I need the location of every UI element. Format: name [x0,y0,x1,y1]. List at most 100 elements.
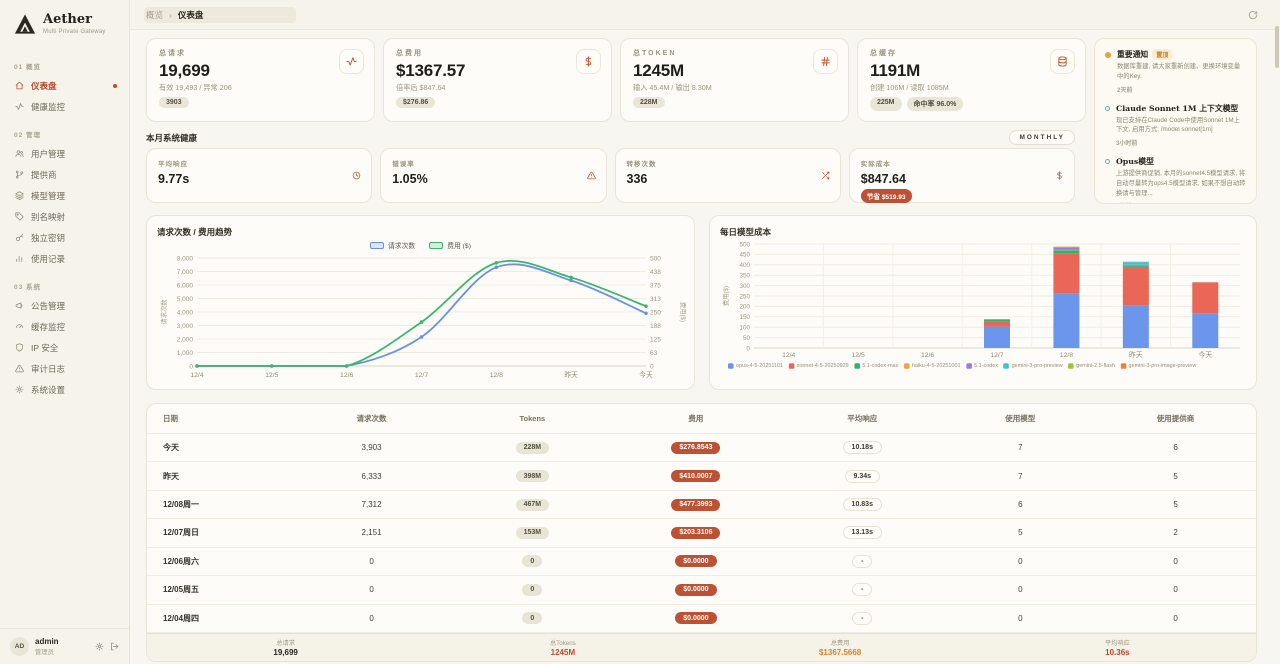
gear-icon[interactable] [95,642,104,651]
legend-item-5.1-codex-max[interactable]: 5.1-codex-max [854,362,899,369]
sidebar-item-alias-mapping[interactable]: 别名映射 [10,206,119,227]
sidebar-item-label: 系统设置 [31,384,66,395]
svg-text:12/8: 12/8 [490,372,503,379]
sidebar-item-label: 健康监控 [31,101,66,112]
monthly-period-badge[interactable]: MONTHLY [1009,130,1075,145]
sidebar-item-system-settings[interactable]: 系统设置 [10,379,119,400]
breadcrumb: 概览 › 仪表盘 [146,9,203,21]
cell-date: 12/04周四 [163,613,200,623]
legend-label: gemini-3-pro-preview [1011,362,1063,369]
sidebar-item-health-monitor[interactable]: 健康监控 [10,96,119,117]
notification-item-1[interactable]: Claude Sonnet 1M 上下文模型 现已支持在Claude Code中使… [1105,103,1246,147]
sidebar-item-label: 别名映射 [31,211,66,222]
stat-card-icon-box [1050,49,1075,74]
table-row-1: 昨天 6,333 398M $410.0007 9.34s 7 5 [147,462,1256,491]
activity-icon [346,57,357,66]
stat-badge: 3903 [159,97,189,108]
svg-text:200: 200 [739,304,750,311]
refresh-icon[interactable] [1248,10,1258,20]
legend-item-requests[interactable]: 请求次数 [370,240,415,250]
stat-card-total-requests: 总请求 19,699 有效 19,493 / 异常 206 3903 [146,38,375,122]
home-icon [15,82,24,90]
legend-item-gemini-3-pro-image-preview[interactable]: gemini-3-pro-image-preview [1120,362,1196,369]
stat-card-subtext: 倍率后 $847.64 [396,83,446,92]
sidebar-item-cache-monitor[interactable]: 缓存监控 [10,316,119,337]
sidebar-item-standalone-keys[interactable]: 独立密钥 [10,227,119,248]
sidebar-section-label: 03 系统 [14,284,42,292]
legend-marker [429,241,444,249]
cell-cost: $0.0000 [613,583,779,596]
table-row-4: 12/06周六 0 0 $0.0000 - 0 0 [147,548,1256,577]
table-footer: 总请求 19,699 总Tokens 1245M 总费用 $1367.5668 平均响应 10… [147,632,1256,661]
tokens-badge: 153M [515,526,550,539]
sidebar-item-model-management[interactable]: 模型管理 [10,185,119,206]
cell-requests: 0 [369,613,374,623]
brand-subtitle: Multi Private Gateway [43,29,106,36]
svg-text:0: 0 [650,363,654,370]
legend-label: 5.1-codex-max [862,362,899,369]
scrollbar-thumb[interactable] [1275,26,1279,68]
legend-item-5.1-codex[interactable]: 5.1-codex [966,362,998,369]
legend-item-gemini-2.5-flash[interactable]: gemini-2.5-flash [1068,362,1115,369]
sidebar-section-label: 02 管理 [14,132,42,140]
cell-requests: 7,312 [361,500,382,510]
cost-badge: $276.8543 [671,441,721,454]
avatar: AD [10,637,29,656]
alert-icon [15,365,24,373]
cell-date: 12/05周五 [163,585,200,595]
tokens-badge: 0 [522,612,543,625]
svg-text:450: 450 [739,252,750,259]
cost-badge: $0.0000 [675,612,717,625]
stat-card-label: 总缓存 [870,50,897,57]
sidebar: Aether Multi Private Gateway 01 概览 仪表盘 健康监… [0,0,130,664]
cell-requests: 6,333 [361,471,382,481]
legend-item-opus-4-5-20251101[interactable]: opus-4-5-20251101 [728,362,783,369]
sidebar-section-label: 01 概览 [14,64,42,72]
footer-label: 总请求 [276,639,295,647]
svg-text:150: 150 [739,314,750,321]
legend-item-gemini-3-pro-preview[interactable]: gemini-3-pro-preview [1003,362,1063,369]
legend-item-cost[interactable]: 费用 ($) [429,240,471,250]
cell-cost: $0.0000 [613,555,779,568]
table-footer-col-1: 总Tokens 1245M [424,638,701,657]
cell-providers: 0 [1173,613,1178,623]
cost-badge: $477.3993 [671,498,721,511]
sidebar-item-ip-security[interactable]: IP 安全 [10,337,119,358]
gauge-icon [16,324,23,329]
notification-item-2[interactable]: Opus模型 上游提供商促销, 本月的sonnet4.5模型请求, 将自动尽量转为… [1105,156,1246,203]
cell-avg-response: - [779,611,945,625]
table-row-6: 12/04周四 0 0 $0.0000 - 0 0 [147,605,1256,633]
cell-date: 12/06周六 [163,556,200,566]
notification-item-0[interactable]: 重要通知 置顶 数据库重建, 请大家重新创建、更换环境变量中的Key. 2天前 [1105,49,1246,94]
health-card-icon [352,171,361,180]
svg-text:今天: 今天 [639,370,653,379]
header: 概览 › 仪表盘 [130,0,1280,30]
svg-text:50: 50 [743,335,751,342]
legend-marker [1003,362,1010,369]
stat-card-subtext: 输入 45.4M / 输出 8.30M [633,83,712,92]
breadcrumb-parent[interactable]: 概览 [146,9,164,20]
sidebar-item-user-management[interactable]: 用户管理 [10,143,119,164]
sidebar-item-usage-records[interactable]: 使用记录 [10,248,119,269]
legend-item-sonnet-4-5-20250929[interactable]: sonnet-4-5-20250929 [788,362,849,369]
avg-response-badge: 9.34s [844,469,881,483]
cost-badge: $0.0000 [675,583,717,596]
cell-models: 0 [1018,613,1023,623]
sidebar-item-announcement-management[interactable]: 公告管理 [10,295,119,316]
svg-text:0: 0 [189,363,193,370]
health-cards-row: 平均响应 9.77s 错误率 1.05% 转移次数 336 实际成本 $847.64 节省 $5… [146,148,1075,203]
health-section-title: 本月系统健康 [146,132,198,143]
stat-card-subtext: 创建 106M / 读取 1085M [870,83,949,92]
legend-item-haiku-4-5-20251001[interactable]: haiku-4-5-20251001 [903,362,961,369]
health-card-value: 336 [626,172,648,186]
provider-icon [15,170,24,179]
logout-icon[interactable] [110,642,119,651]
sidebar-item-dashboard[interactable]: 仪表盘 [10,75,119,96]
stat-card-label: 总费用 [396,50,423,57]
health-card-icon [586,171,596,180]
breadcrumb-separator: › [169,9,172,20]
sidebar-item-providers[interactable]: 提供商 [10,164,119,185]
cell-providers: 5 [1173,471,1178,481]
sidebar-item-audit-logs[interactable]: 审计日志 [10,358,119,379]
cost-badge: $203.3106 [671,526,721,539]
